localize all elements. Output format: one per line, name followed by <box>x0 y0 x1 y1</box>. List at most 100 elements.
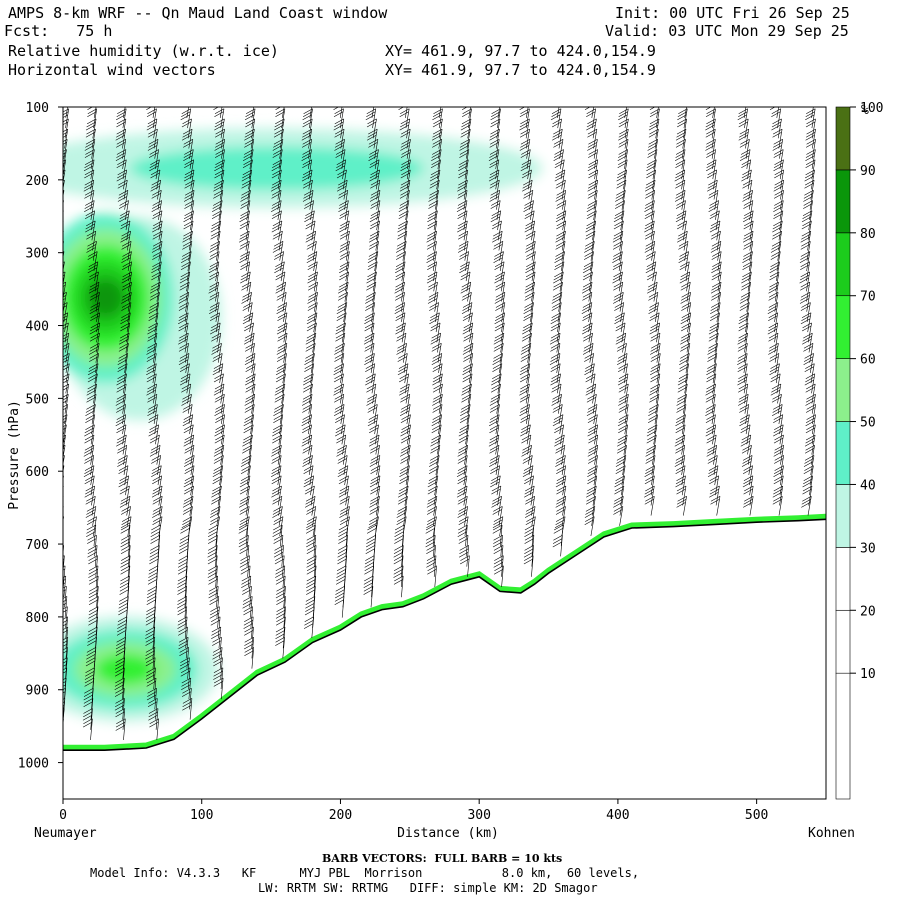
wind-barb <box>618 383 629 404</box>
wind-barb <box>644 475 655 496</box>
wind-barb <box>367 251 379 271</box>
wind-barb <box>399 383 410 404</box>
wind-barb <box>63 302 68 322</box>
wind-barb <box>302 455 313 475</box>
wind-barb <box>213 677 224 700</box>
wind-barb <box>461 302 473 322</box>
wind-barb <box>335 322 346 343</box>
wind-barb <box>495 281 506 302</box>
wind-barb <box>147 128 158 149</box>
wind-barb <box>302 159 313 180</box>
wind-barb <box>118 465 129 486</box>
wind-barb <box>116 424 127 445</box>
wind-barb <box>209 506 221 526</box>
wind-barb <box>489 404 500 424</box>
wind-barb <box>302 108 313 129</box>
wind-barb <box>431 149 442 169</box>
wind-barb <box>649 107 659 118</box>
wind-barb <box>676 495 687 516</box>
wind-barb <box>83 179 95 200</box>
wind-barb <box>63 190 65 198</box>
wind-barb <box>705 159 717 180</box>
wind-barb <box>273 128 284 149</box>
wind-barb <box>115 149 127 169</box>
x-right-station: Kohnen <box>808 826 855 841</box>
wind-barb <box>397 495 408 516</box>
wind-barb <box>490 200 501 220</box>
wind-barb <box>519 107 529 118</box>
wind-barb <box>339 495 350 516</box>
wind-barb <box>273 414 284 435</box>
wind-barb <box>271 220 283 241</box>
wind-barb <box>304 210 315 231</box>
wind-barb <box>148 312 159 333</box>
wind-barb <box>368 516 379 537</box>
colorbar-swatch <box>835 609 851 674</box>
wind-barb <box>242 149 254 169</box>
wind-barb <box>811 107 814 118</box>
wind-barb <box>272 230 283 251</box>
wind-barb <box>584 516 595 537</box>
wind-barb <box>494 261 505 282</box>
wind-barb <box>427 261 437 282</box>
wind-barb <box>370 485 381 506</box>
wind-barb <box>431 128 443 149</box>
wind-barb <box>63 343 70 363</box>
wind-barb <box>334 424 346 445</box>
wind-barb <box>63 535 64 540</box>
wind-barb <box>738 312 749 333</box>
wind-barb <box>209 312 220 333</box>
wind-barb <box>152 251 163 271</box>
wind-barb <box>525 271 536 292</box>
wind-barb <box>739 149 751 169</box>
wind-barb <box>804 373 816 394</box>
wind-barb <box>645 444 656 465</box>
x-axis-label: Distance (km) <box>397 826 499 841</box>
wind-barb <box>213 455 224 475</box>
wind-barb <box>398 107 408 118</box>
wind-barb <box>180 261 191 282</box>
wind-barb <box>302 404 313 424</box>
wind-barb <box>773 475 784 496</box>
wind-barb <box>338 475 349 496</box>
wind-barb <box>586 404 598 424</box>
wind-barb <box>519 118 530 139</box>
wind-barb <box>645 251 656 271</box>
wind-barb <box>675 200 686 220</box>
wind-barb <box>649 363 661 384</box>
wind-barb <box>555 210 567 231</box>
wind-barb <box>457 444 468 465</box>
wind-barb <box>520 424 531 445</box>
wind-barb <box>706 444 717 465</box>
wind-barb <box>523 302 534 322</box>
wind-barb <box>369 444 380 465</box>
wind-barb <box>275 363 287 384</box>
wind-barb <box>395 312 406 333</box>
wind-barb <box>675 465 686 486</box>
wind-barb <box>741 444 752 465</box>
wind-barb <box>612 271 623 292</box>
wind-barb <box>178 302 189 322</box>
wind-barb <box>213 444 225 465</box>
wind-barb <box>460 128 471 149</box>
wind-barb <box>709 475 719 496</box>
wind-barb <box>457 455 468 475</box>
wind-barb <box>427 485 438 506</box>
wind-barb <box>584 241 595 261</box>
wind-barb <box>711 292 721 312</box>
wind-barb <box>614 200 625 220</box>
wind-barb <box>459 261 470 282</box>
wind-barb <box>86 524 97 547</box>
wind-barb <box>53 525 62 546</box>
wind-barb <box>427 210 438 231</box>
wind-barb <box>675 179 686 200</box>
wind-barb <box>211 210 222 231</box>
wind-barb <box>239 485 250 506</box>
wind-barb <box>209 322 221 343</box>
wind-barb <box>491 373 502 394</box>
wind-barb <box>679 271 691 292</box>
wind-barb <box>63 373 70 394</box>
wind-barb <box>649 322 660 343</box>
wind-barb <box>587 475 598 496</box>
wind-barb <box>214 149 225 169</box>
